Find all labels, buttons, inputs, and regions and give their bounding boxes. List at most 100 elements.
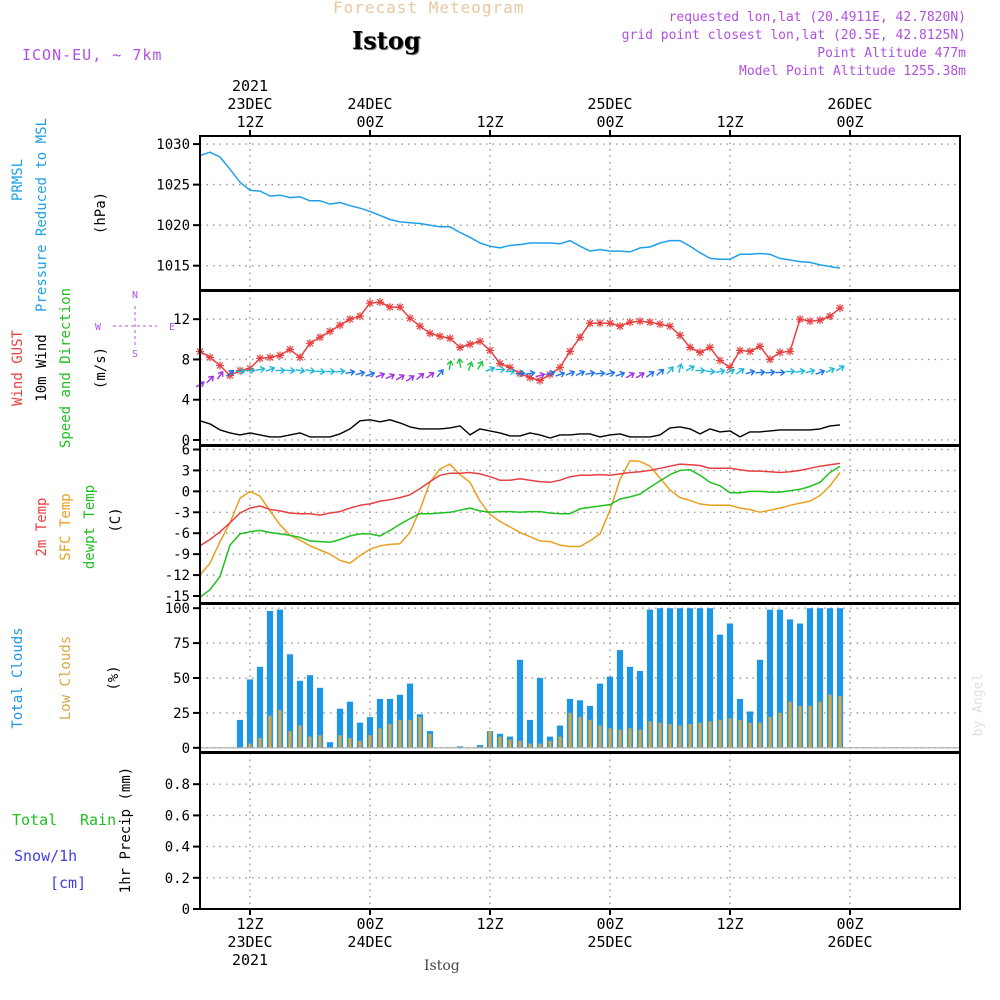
arrow-shaft <box>216 371 224 380</box>
low-cloud-bar <box>398 719 402 748</box>
wind-direction-arrow <box>315 368 326 376</box>
low-cloud-bar <box>378 728 382 748</box>
low-cloud-bar <box>298 725 302 748</box>
gust-star-stroke <box>276 351 284 359</box>
arrow-shaft <box>255 368 265 371</box>
point-altitude: Point Altitude 477m <box>817 46 966 61</box>
total-cloud-bar <box>406 683 414 748</box>
low-cloud-bar <box>288 731 292 748</box>
arrow-head <box>559 370 566 378</box>
wind-direction-arrow <box>585 369 596 377</box>
arrow-shaft <box>555 372 565 377</box>
wind-gust-point <box>656 320 664 329</box>
wind-direction-arrow <box>255 365 266 373</box>
arrow-head <box>780 368 786 377</box>
gust-star-stroke <box>596 319 604 327</box>
arrow-shaft <box>335 370 345 373</box>
wind-gust-point <box>566 347 574 356</box>
wind-direction-arrow <box>505 367 516 376</box>
low-cloud-bar <box>598 725 602 748</box>
wind-direction-arrow <box>285 367 296 375</box>
wind-direction-arrow <box>525 369 536 377</box>
arrow-shaft <box>745 370 755 375</box>
arrow-head <box>330 367 336 376</box>
bottom-location-label: Istog <box>424 958 460 974</box>
gust-star-stroke <box>716 357 724 364</box>
total-cloud-bar <box>716 634 724 748</box>
wind-gust-point <box>406 314 414 323</box>
gust-star-stroke <box>836 304 844 312</box>
wind-direction-arrow <box>685 364 695 372</box>
arrow-shaft <box>735 368 745 375</box>
total-cloud-bar <box>316 687 324 748</box>
low-cloud-bar <box>838 696 842 748</box>
top-date-label: 26DEC <box>827 95 872 113</box>
arrow-head <box>369 370 376 378</box>
gust-star-stroke <box>336 321 344 329</box>
grid-point-coords: grid point closest lon,lat (20.5E, 42.81… <box>621 28 966 43</box>
temperature-ytick-label: -3 <box>173 505 190 521</box>
arrow-head <box>269 365 276 373</box>
arrow-head <box>790 367 796 376</box>
total-cloud-bar <box>786 619 794 748</box>
arrow-head <box>667 366 674 373</box>
low-cloud-bar <box>648 721 652 748</box>
low-cloud-bar <box>408 719 412 748</box>
total-cloud-bar <box>616 650 624 748</box>
arrow-head <box>477 360 484 367</box>
wind-direction-arrow <box>555 370 566 378</box>
wind-direction-arrow <box>815 368 826 376</box>
wind-gust-point <box>466 340 474 349</box>
total-cloud-bar <box>646 609 654 748</box>
wind-direction-arrow <box>635 371 645 379</box>
wind-gust-point <box>366 299 374 308</box>
top-date-label: 24DEC <box>347 95 392 113</box>
legend-rain: Rain <box>80 811 116 829</box>
model-label: ICON-EU, ~ 7km <box>22 46 163 64</box>
wind-ylabel-1: Wind GUST <box>10 330 26 406</box>
low-cloud-bar <box>778 712 782 748</box>
low-cloud-bar <box>358 740 362 748</box>
arrow-head <box>799 367 806 375</box>
arrow-head <box>339 367 346 375</box>
top-date-label: 25DEC <box>587 95 632 113</box>
gust-star-stroke <box>256 354 264 362</box>
arrow-shaft <box>535 373 545 378</box>
arrow-shaft <box>285 369 295 372</box>
bottom-date-label: 26DEC <box>827 933 872 951</box>
compass-e: E <box>169 322 175 333</box>
arrow-head <box>729 367 736 375</box>
low-cloud-bar <box>388 724 392 748</box>
wind-gust-point <box>686 343 694 352</box>
pressure-ytick-label: 1030 <box>156 137 190 153</box>
precipitation-ytick-label: 0.2 <box>165 871 190 887</box>
wind-gust-point <box>636 317 644 326</box>
gust-star-stroke <box>496 360 504 367</box>
arrow-head <box>437 369 444 376</box>
total-cloud-bar <box>266 611 274 748</box>
low-cloud-bar <box>478 746 482 748</box>
total-cloud-bar <box>596 683 604 748</box>
top-time-label: 12Z <box>716 113 743 131</box>
wind-gust-point <box>676 331 684 340</box>
gust-star-stroke <box>706 343 714 351</box>
low-cloud-bar <box>728 718 732 748</box>
total-cloud-bar <box>816 608 824 748</box>
gust-star-stroke <box>366 299 374 307</box>
wind-direction-arrow <box>775 368 786 377</box>
wind-direction-arrow <box>676 363 684 374</box>
gust-star-stroke <box>806 317 814 325</box>
arrow-head <box>319 368 326 376</box>
gust-star-stroke <box>326 327 334 335</box>
arrow-shaft <box>605 371 615 376</box>
wind-direction-arrow <box>666 366 674 375</box>
wind-direction-arrow <box>715 367 726 375</box>
arrow-shaft <box>305 369 315 372</box>
gust-star-stroke <box>666 322 674 330</box>
total-cloud-bar <box>606 676 614 748</box>
wind-direction-arrow <box>605 369 616 377</box>
wind-gust-point <box>626 318 634 327</box>
arrow-head <box>489 365 496 373</box>
wind-gust-point <box>486 346 494 355</box>
wind-gust-point <box>766 355 774 364</box>
